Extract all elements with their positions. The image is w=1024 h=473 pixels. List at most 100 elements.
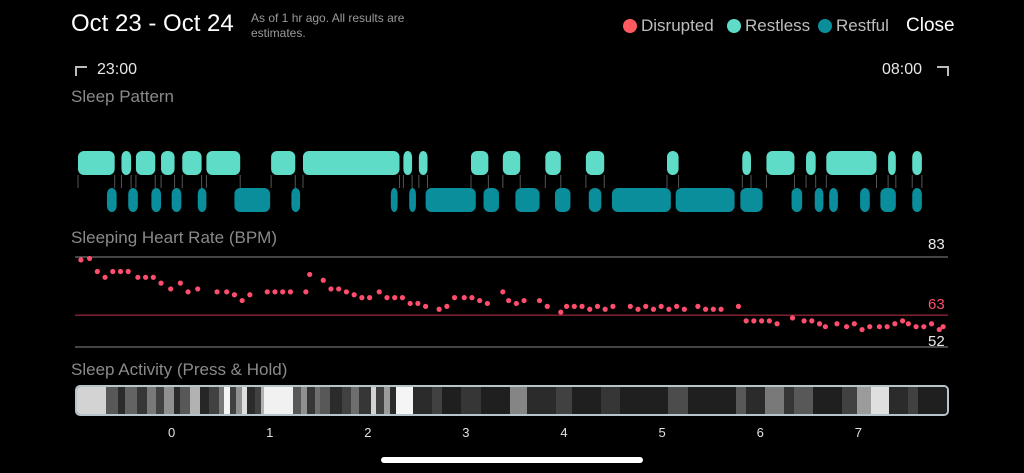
heart-rate-point: [477, 297, 483, 304]
heart-rate-point: [650, 306, 657, 312]
legend-restful: Restful: [818, 16, 889, 36]
activity-bar: [260, 387, 265, 414]
restless-segment: [302, 151, 400, 175]
restful-segment: [740, 188, 763, 212]
heart-rate-point: [789, 315, 796, 321]
activity-bar: [320, 387, 331, 414]
heart-rate-point: [231, 292, 238, 298]
heart-rate-point: [867, 324, 873, 330]
heart-rate-point: [224, 289, 230, 295]
legend-restless: Restless: [727, 16, 810, 36]
restful-segment: [814, 188, 824, 212]
activity-bar: [190, 387, 200, 414]
restless-segment: [161, 151, 175, 175]
activity-bar: [432, 387, 443, 414]
heart-rate-point: [117, 268, 124, 275]
estimate-note: As of 1 hr ago. All results are estimate…: [251, 11, 405, 40]
heart-rate-point: [940, 324, 946, 330]
heart-rate-point: [544, 303, 550, 309]
restless-segment: [912, 151, 922, 175]
activity-bar: [907, 387, 918, 414]
heart-rate-point: [102, 274, 108, 280]
heart-rate-point: [928, 321, 935, 327]
activity-bar: [527, 387, 557, 414]
heart-rate-point: [834, 321, 840, 327]
activity-bar: [389, 387, 396, 414]
activity-bar: [842, 387, 857, 414]
activity-bar: [687, 387, 736, 414]
heart-rate-point: [423, 303, 429, 309]
heart-rate-point: [892, 321, 898, 327]
restful-segment: [860, 188, 870, 212]
heart-rate-point: [415, 300, 421, 307]
heart-rate-point: [513, 300, 519, 307]
restful-segment: [171, 188, 182, 212]
activity-bar: [509, 387, 528, 414]
legend-disrupted: Disrupted: [623, 16, 714, 36]
activity-bar: [917, 387, 947, 414]
heart-rate-point: [399, 295, 406, 301]
activity-bar: [236, 387, 243, 414]
heart-rate-point: [563, 303, 570, 309]
activity-bar: [856, 387, 872, 414]
restful-segment: [515, 188, 540, 212]
restful-segment: [611, 188, 671, 212]
heart-rate-point: [658, 303, 664, 309]
restless-segment: [666, 151, 679, 175]
heart-rate-point: [307, 271, 313, 278]
max-hr-label: 83: [928, 236, 945, 253]
sleep-activity-strip[interactable]: [75, 385, 949, 416]
activity-bar: [117, 387, 126, 414]
heart-rate-point: [905, 321, 911, 327]
heart-rate-point: [320, 277, 326, 283]
restless-segment: [121, 151, 132, 175]
activity-bar: [668, 387, 688, 414]
activity-tick-label: 2: [364, 425, 372, 440]
activity-bar: [146, 387, 157, 414]
restless-segment: [182, 151, 202, 175]
restless-segment: [888, 151, 896, 175]
restless-segment: [403, 151, 413, 175]
close-button[interactable]: Close: [906, 15, 955, 36]
sleep-pattern-title: Sleep Pattern: [71, 87, 175, 106]
heart-rate-point: [536, 297, 543, 304]
heart-rate-point: [801, 318, 807, 324]
heart-rate-point: [142, 274, 149, 280]
activity-bar: [735, 387, 746, 414]
restful-dot-icon: [818, 19, 832, 33]
restless-segment: [742, 151, 751, 175]
restful-segment: [829, 188, 838, 212]
heart-rate-point: [328, 286, 334, 292]
start-time: 23:00: [97, 61, 138, 78]
activity-tick-label: 0: [168, 425, 176, 440]
heart-rate-point: [695, 303, 701, 309]
activity-bar: [223, 387, 230, 414]
heart-rate-point: [921, 324, 927, 330]
heart-rate-point: [635, 306, 641, 312]
heart-rate-point: [280, 289, 286, 295]
restless-segment: [545, 151, 561, 175]
heart-rate-point: [150, 274, 156, 280]
activity-bar: [77, 387, 106, 414]
heart-rate-point: [766, 318, 772, 324]
activity-bar: [871, 387, 889, 414]
activity-tick-label: 6: [756, 425, 764, 440]
heart-rate-point: [899, 318, 906, 324]
activity-bar: [376, 387, 385, 414]
heart-rate-point: [384, 295, 390, 301]
heart-rate-point: [451, 295, 458, 301]
legend-disrupted-label: Disrupted: [641, 16, 714, 35]
activity-tick-label: 3: [462, 425, 470, 440]
heart-rate-point: [158, 280, 164, 286]
activity-bar: [359, 387, 371, 414]
heart-rate-point: [407, 300, 413, 307]
heart-rate-point: [436, 306, 442, 312]
heart-rate-point: [78, 257, 84, 263]
home-indicator[interactable]: [381, 457, 643, 463]
activity-bar: [218, 387, 224, 414]
activity-bar: [442, 387, 462, 414]
restless-segment: [766, 151, 795, 175]
heart-rate-point: [816, 321, 823, 327]
heart-rate-point: [135, 274, 141, 280]
